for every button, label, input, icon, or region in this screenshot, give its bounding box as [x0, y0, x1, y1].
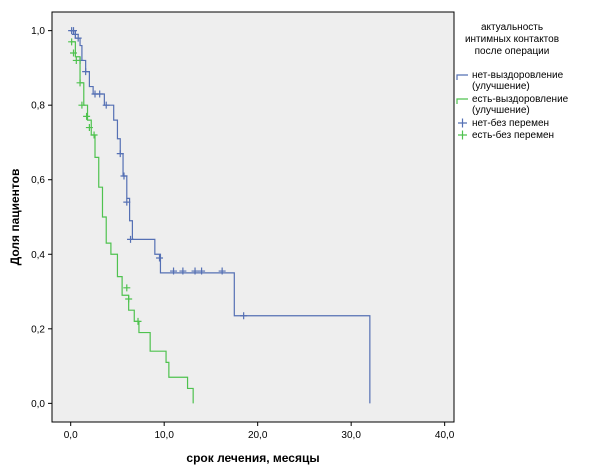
- censor-mark-0: [82, 68, 90, 76]
- censor-mark-1: [125, 295, 133, 303]
- censor-mark-1: [72, 56, 80, 64]
- y-tick-label: 0,6: [31, 175, 45, 186]
- legend-title-line: интимных контактов: [465, 34, 559, 45]
- censor-mark-1: [68, 38, 76, 46]
- y-axis-title: Доля пациентов: [8, 169, 22, 266]
- censor-mark-1: [70, 49, 78, 57]
- y-tick-label: 0,2: [31, 324, 45, 335]
- y-tick-label: 1,0: [31, 26, 45, 37]
- x-tick-label: 30,0: [341, 430, 361, 441]
- x-tick-label: 20,0: [248, 430, 268, 441]
- legend-title-line: актуальность: [481, 22, 543, 33]
- x-tick-label: 10,0: [154, 430, 174, 441]
- censor-mark-0: [70, 27, 78, 35]
- legend-title-line: после операции: [475, 46, 550, 57]
- axes-layer: 0,0 10,0 20,0 30,0 40,0 0,0 0,2 0,4 0,6 0,8 1,0: [31, 26, 455, 441]
- censor-mark-0: [156, 254, 164, 262]
- censor-mark-0: [71, 30, 79, 38]
- legend-swatch-censor: [458, 118, 467, 128]
- survival-curve-1: [70, 41, 194, 404]
- censor-mark-0: [170, 267, 178, 275]
- x-tick-label: 0,0: [64, 430, 78, 441]
- y-tick-label: 0,8: [31, 101, 45, 112]
- censor-mark-1: [85, 124, 93, 132]
- legend-label: (улучшение): [472, 81, 530, 92]
- censor-mark-0: [116, 150, 124, 158]
- censor-mark-0: [218, 267, 226, 275]
- y-tick-label: 0,4: [31, 250, 45, 261]
- legend-swatch-line: [456, 74, 468, 80]
- censor-mark-1: [123, 284, 131, 292]
- censor-mark-0: [123, 198, 131, 206]
- censor-mark-0: [74, 34, 82, 42]
- x-axis-title: срок лечения, месяцы: [186, 451, 319, 465]
- legend-label: есть-без перемен: [472, 129, 554, 141]
- censor-mark-0: [179, 267, 187, 275]
- legend-swatch-line: [456, 98, 468, 104]
- legend-label: есть-выздоровление: [472, 94, 569, 105]
- censor-mark-1: [78, 101, 86, 109]
- legend-label: нет-выздоровление: [472, 70, 564, 81]
- legend-swatch-censor: [458, 130, 467, 140]
- x-tick-label: 40,0: [435, 430, 455, 441]
- censor-mark-0: [240, 312, 248, 320]
- censor-mark-0: [191, 267, 199, 275]
- series-layer: [68, 27, 371, 404]
- censor-mark-0: [127, 235, 135, 243]
- censor-mark-1: [83, 112, 91, 120]
- censor-mark-0: [102, 101, 110, 109]
- legend-label: нет-без перемен: [472, 117, 549, 129]
- censor-mark-0: [198, 267, 206, 275]
- censor-mark-0: [120, 172, 128, 180]
- censor-mark-1: [76, 79, 84, 87]
- y-tick-label: 0,0: [31, 399, 45, 410]
- censor-mark-1: [134, 317, 142, 325]
- censor-mark-0: [96, 90, 104, 98]
- censor-mark-1: [90, 131, 98, 139]
- plot-background: [51, 11, 455, 423]
- legend-label: (улучшение): [472, 105, 530, 116]
